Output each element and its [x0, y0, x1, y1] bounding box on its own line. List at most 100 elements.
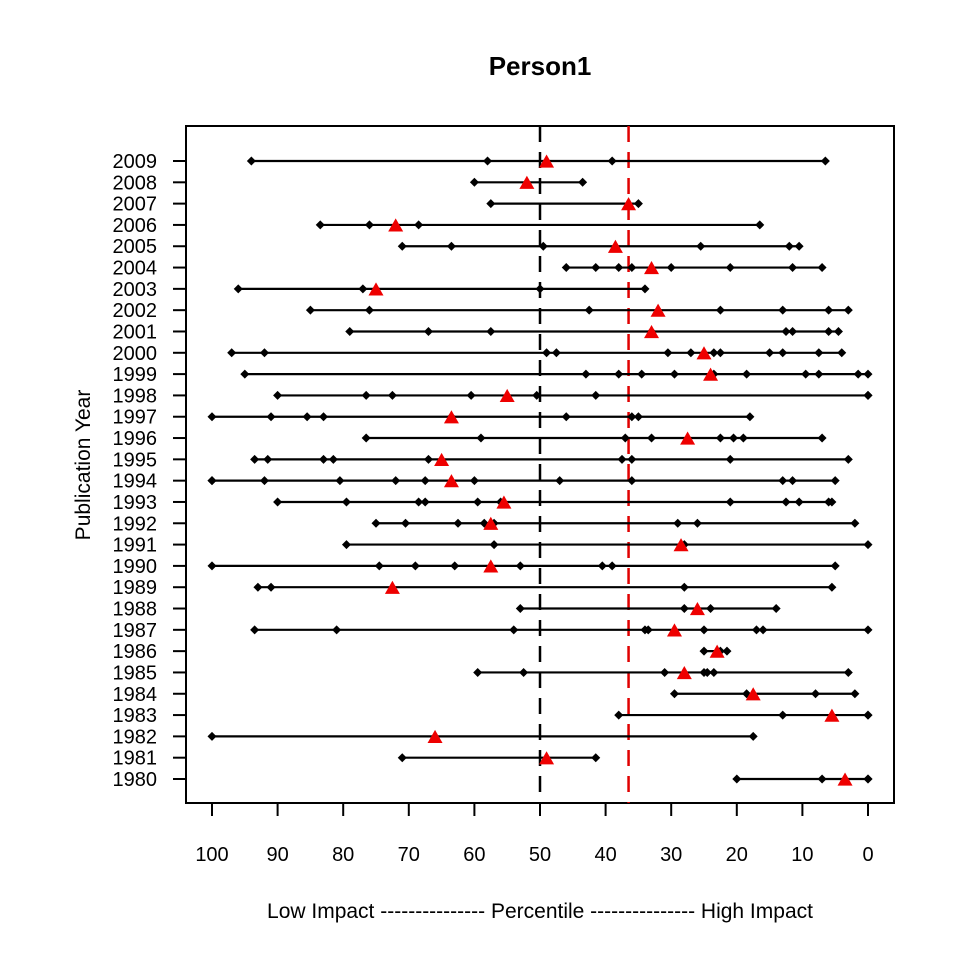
y-tick-label-1988: 1988	[113, 599, 158, 621]
diamond-point-1997-5	[561, 412, 571, 422]
diamond-point-1999-2	[614, 369, 624, 379]
diamond-point-2000-4	[663, 348, 673, 358]
x-tick-label-70: 70	[398, 844, 420, 866]
diamond-point-1983-0	[614, 710, 624, 720]
diamond-point-1985-6	[843, 667, 853, 677]
diamond-point-1980-3	[863, 774, 873, 784]
diamond-point-2009-0	[246, 156, 256, 166]
x-tick-label-10: 10	[791, 844, 813, 866]
triangle-point-2001	[644, 324, 660, 339]
diamond-point-2009-1	[483, 156, 493, 166]
triangle-point-1999	[703, 367, 719, 381]
y-tick-label-2002: 2002	[113, 300, 158, 322]
diamond-point-1994-8	[627, 476, 637, 486]
diamond-point-1983-1	[778, 710, 788, 720]
diamond-point-1999-8	[814, 369, 824, 379]
diamond-point-2000-8	[765, 348, 775, 358]
diamond-point-2006-3	[755, 220, 765, 230]
x-tick-label-100: 100	[195, 844, 228, 866]
y-tick-label-1991: 1991	[113, 535, 158, 557]
diamond-point-2001-0	[345, 326, 355, 336]
diamond-point-2006-0	[315, 220, 325, 230]
diamond-point-2008-1	[578, 177, 588, 187]
diamond-point-2002-0	[305, 305, 315, 315]
diamond-point-2005-0	[397, 241, 407, 251]
diamond-point-1994-6	[469, 476, 479, 486]
y-tick-label-1989: 1989	[113, 577, 158, 599]
diamond-point-2003-0	[233, 284, 243, 294]
diamond-point-1997-8	[745, 412, 755, 422]
triangle-point-1993	[496, 495, 512, 509]
y-tick-label-2005: 2005	[113, 236, 158, 258]
diamond-point-2001-7	[833, 326, 843, 336]
diamond-point-2004-0	[561, 263, 571, 273]
diamond-point-1993-2	[414, 497, 424, 507]
diamond-point-1998-3	[466, 390, 476, 400]
diamond-point-1992-7	[850, 518, 860, 528]
diamond-point-1998-2	[387, 390, 397, 400]
triangle-point-1991	[673, 538, 689, 552]
diamond-point-2001-6	[824, 326, 834, 336]
diamond-point-1997-1	[266, 412, 276, 422]
diamond-point-2001-4	[781, 326, 791, 336]
diamond-point-1990-5	[597, 561, 607, 571]
diamond-point-1990-1	[374, 561, 384, 571]
triangle-point-2002	[650, 303, 666, 317]
diamond-point-1995-5	[617, 454, 627, 464]
x-tick-label-0: 0	[862, 844, 873, 866]
diamond-point-1986-2	[722, 646, 732, 656]
diamond-point-1996-6	[738, 433, 748, 443]
diamond-point-1987-6	[751, 625, 761, 635]
y-tick-label-1999: 1999	[113, 364, 158, 386]
diamond-point-2003-3	[640, 284, 650, 294]
diamond-point-1996-2	[620, 433, 630, 443]
triangle-point-1996	[680, 431, 696, 445]
y-tick-label-1993: 1993	[113, 492, 158, 514]
diamond-point-1982-0	[207, 731, 217, 741]
y-tick-label-1983: 1983	[113, 705, 158, 727]
diamond-point-2002-1	[364, 305, 374, 315]
diamond-point-1994-2	[259, 476, 269, 486]
diamond-point-1997-0	[207, 412, 217, 422]
diamond-point-2001-2	[486, 326, 496, 336]
diamond-point-1995-3	[328, 454, 338, 464]
y-tick-label-1986: 1986	[113, 641, 158, 663]
y-tick-label-2007: 2007	[113, 194, 158, 216]
diamond-point-1993-6	[725, 497, 735, 507]
diamond-point-1991-0	[341, 540, 351, 550]
x-tick-label-90: 90	[266, 844, 288, 866]
diamond-point-1996-0	[361, 433, 371, 443]
y-tick-label-1994: 1994	[113, 471, 158, 493]
diamond-point-1999-4	[669, 369, 679, 379]
diamond-point-1999-7	[801, 369, 811, 379]
diamond-point-1999-1	[581, 369, 591, 379]
diamond-point-1990-2	[410, 561, 420, 571]
diamond-point-2004-4	[666, 263, 676, 273]
diamond-point-2006-1	[364, 220, 374, 230]
diamond-point-1999-6	[742, 369, 752, 379]
triangle-point-1981	[539, 751, 555, 765]
diamond-point-2000-7	[715, 348, 725, 358]
diamond-point-1981-1	[591, 753, 601, 763]
diamond-point-1993-10	[827, 497, 837, 507]
diamond-point-1992-5	[673, 518, 683, 528]
y-tick-label-1985: 1985	[113, 662, 158, 684]
diamond-point-1984-2	[811, 689, 821, 699]
y-tick-label-2001: 2001	[113, 321, 158, 343]
diamond-point-2008-0	[469, 177, 479, 187]
diamond-point-2003-2	[535, 284, 545, 294]
diamond-point-2001-1	[423, 326, 433, 336]
triangle-point-1989	[384, 580, 400, 594]
diamond-point-1999-0	[240, 369, 250, 379]
diamond-point-2005-4	[784, 241, 794, 251]
diamond-point-1985-1	[519, 667, 529, 677]
diamond-point-2005-5	[794, 241, 804, 251]
diamond-point-1995-6	[627, 454, 637, 464]
y-tick-label-1987: 1987	[113, 620, 158, 642]
diamond-point-1997-3	[319, 412, 329, 422]
diamond-point-2002-5	[824, 305, 834, 315]
y-tick-label-2003: 2003	[113, 279, 158, 301]
x-tick-label-30: 30	[660, 844, 682, 866]
diamond-point-2005-2	[538, 241, 548, 251]
diamond-point-1995-4	[423, 454, 433, 464]
